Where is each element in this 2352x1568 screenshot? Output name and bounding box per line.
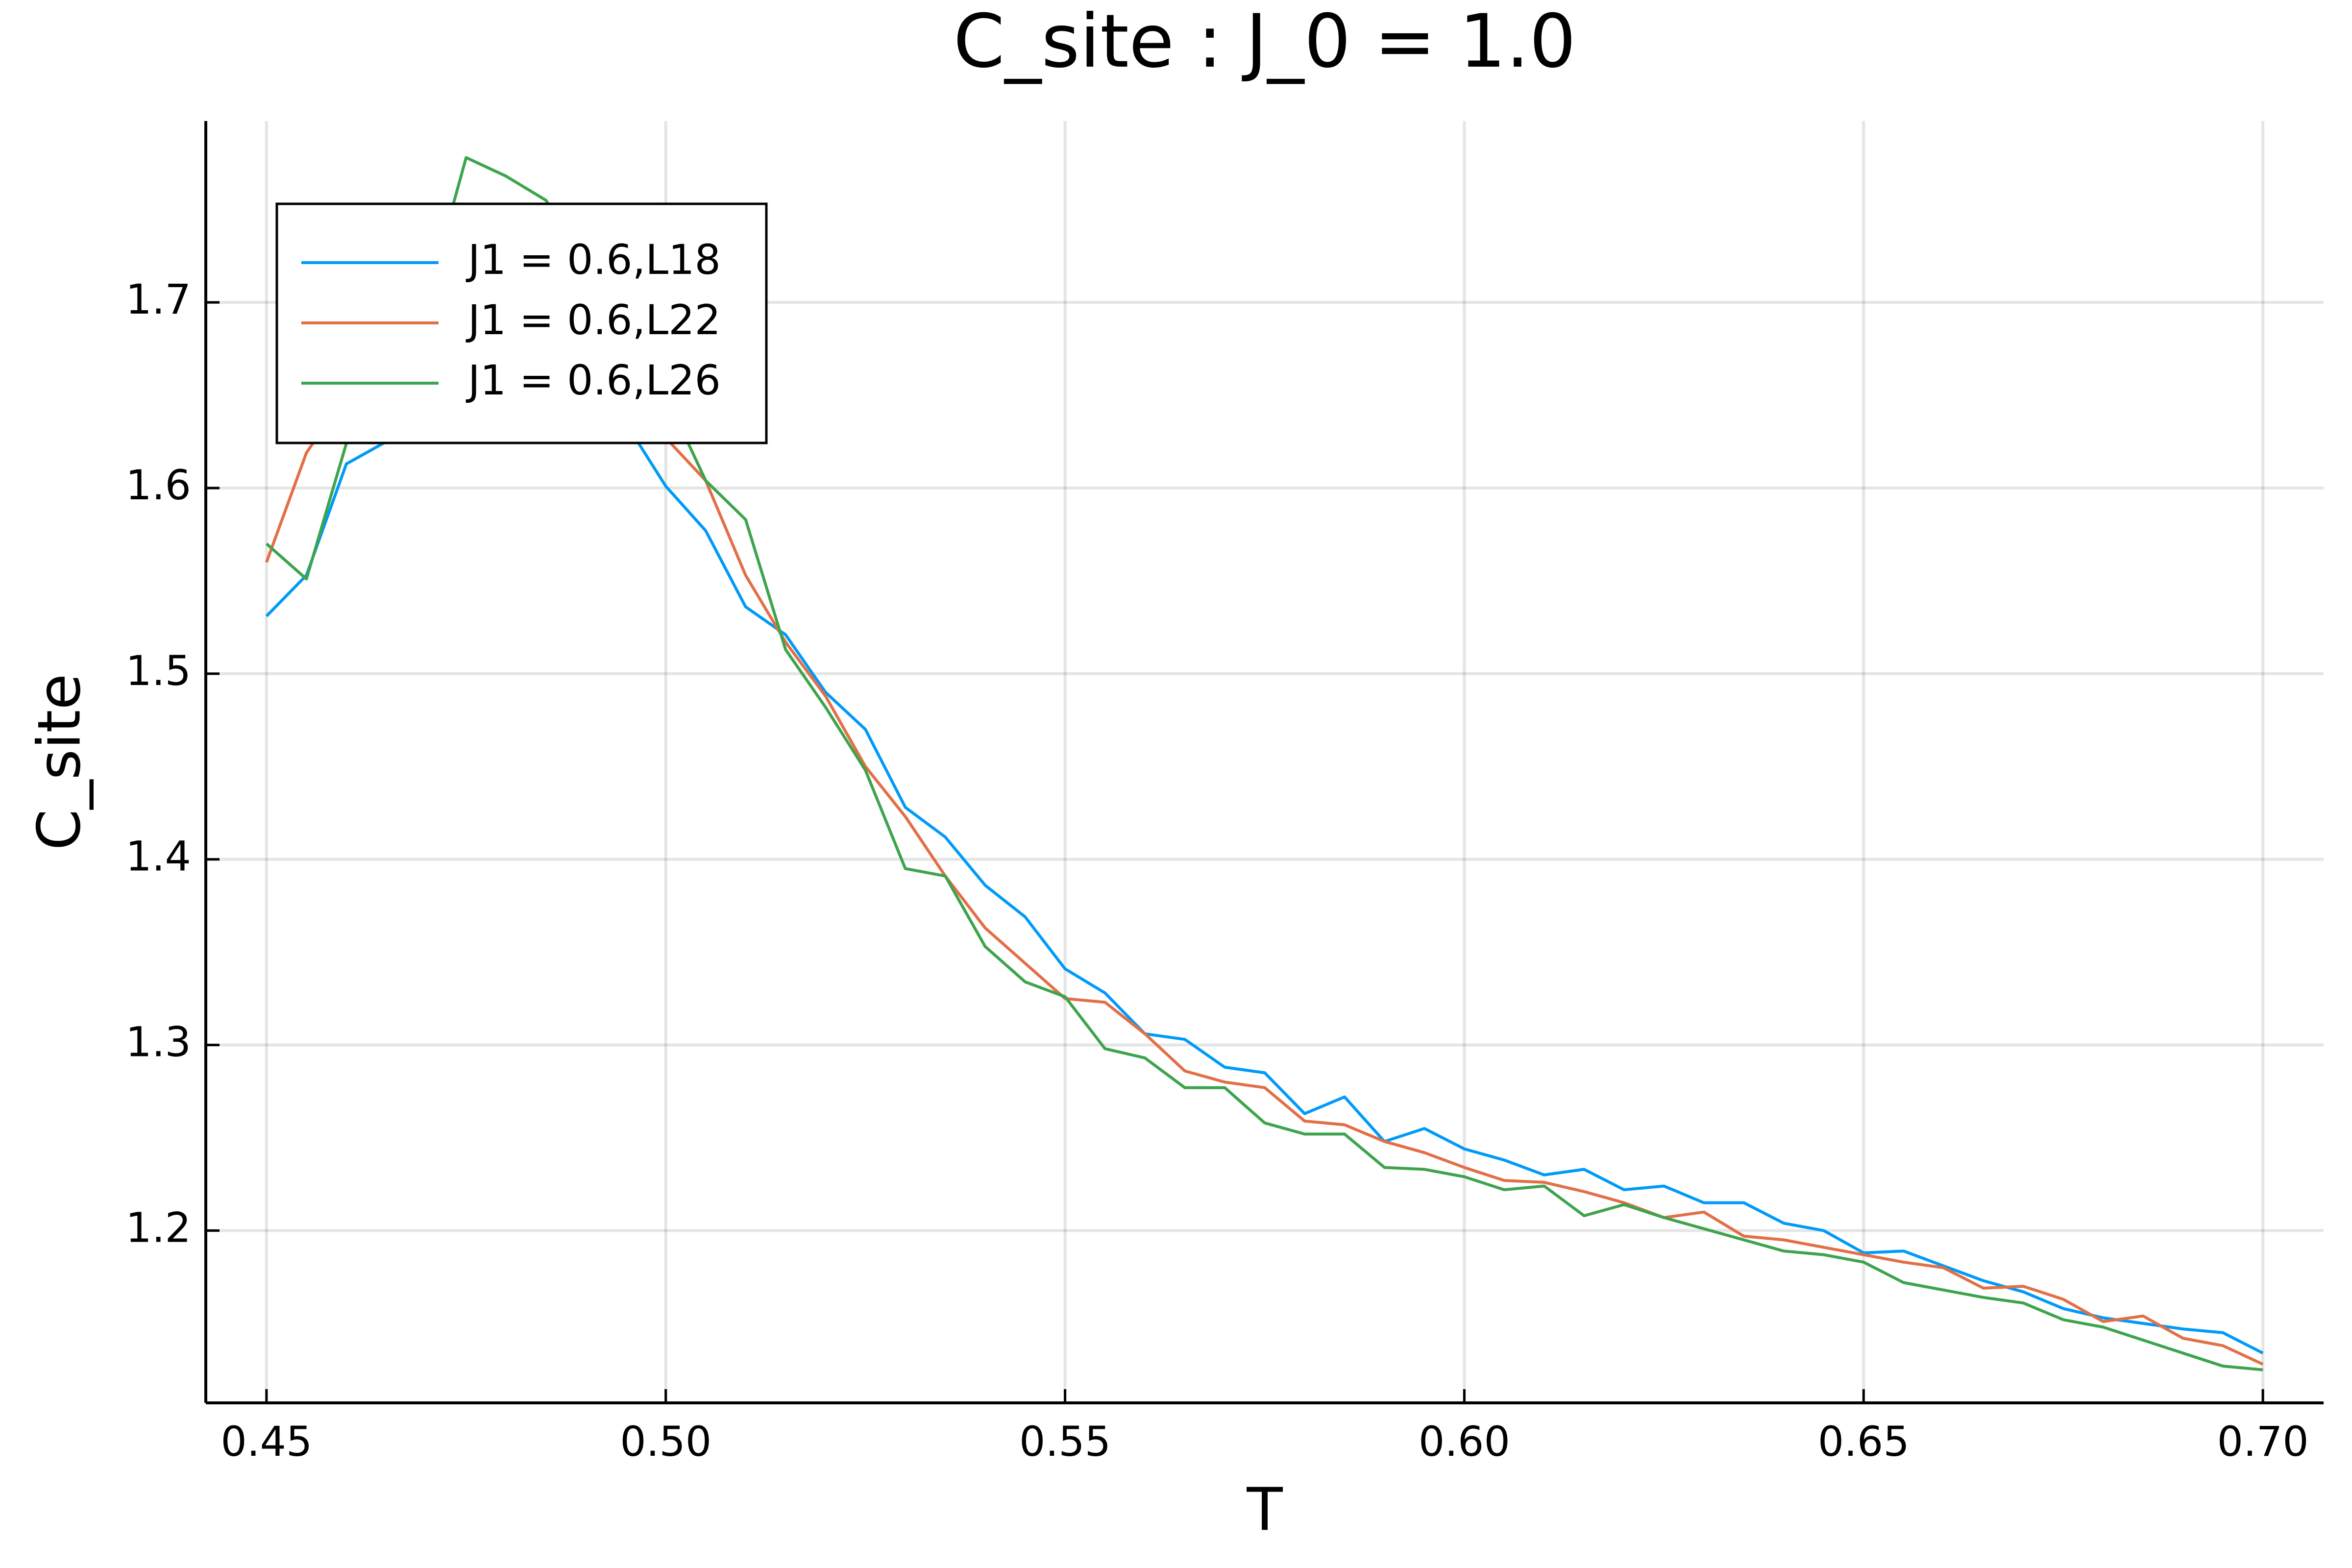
series-line	[265, 301, 2264, 1366]
legend-label: J1 = 0.6,L26	[466, 356, 721, 404]
legend-label: J1 = 0.6,L22	[466, 296, 721, 344]
y-tick-label: 1.5	[125, 647, 191, 695]
x-tick-label: 0.70	[2217, 1418, 2309, 1466]
series-line	[265, 356, 2264, 1355]
y-tick-label: 1.2	[125, 1203, 191, 1251]
x-tick-label: 0.45	[220, 1418, 312, 1466]
y-tick-label: 1.4	[125, 833, 191, 881]
legend-label: J1 = 0.6,L18	[466, 236, 721, 284]
x-tick-label: 0.55	[1019, 1418, 1111, 1466]
y-tick-label: 1.6	[125, 461, 191, 509]
y-tick-label: 1.3	[125, 1018, 191, 1066]
x-tick-label: 0.60	[1419, 1418, 1510, 1466]
y-axis-label: C_site	[26, 674, 94, 851]
x-tick-label: 0.50	[620, 1418, 711, 1466]
chart-title: C_site : J_0 = 1.0	[954, 0, 1576, 84]
x-tick-label: 0.65	[1818, 1418, 1910, 1466]
y-tick-label: 1.7	[125, 275, 191, 323]
x-axis-label: T	[1246, 1476, 1283, 1544]
